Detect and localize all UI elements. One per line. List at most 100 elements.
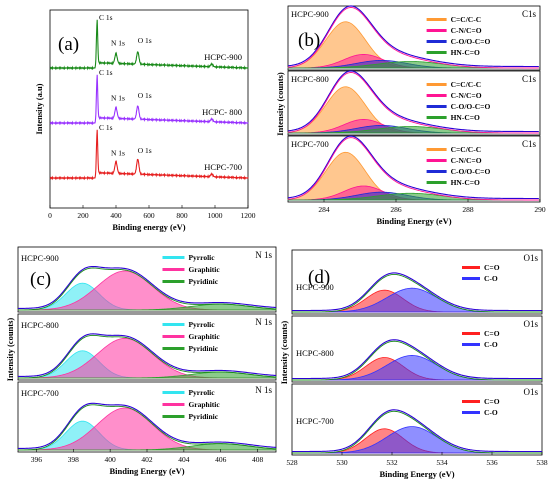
fit-line — [287, 137, 539, 201]
tick-label: 400 — [105, 455, 117, 464]
legend-label: C-N/C=O — [451, 156, 482, 165]
core-level-label: O1s — [523, 319, 538, 329]
subpanel-frame — [287, 135, 541, 203]
peak-label: C 1s — [99, 68, 113, 77]
tick-label: 398 — [68, 455, 80, 464]
legend-label: Pyrrolic — [188, 253, 215, 262]
envelope-line — [287, 135, 539, 200]
peak-label: N 1s — [111, 38, 125, 47]
peak-label: O 1s — [138, 146, 152, 155]
legend-label: C=O — [484, 329, 500, 338]
legend-label: C=O — [484, 263, 500, 272]
tick-label: 396 — [31, 455, 43, 464]
peak-label: O 1s — [138, 91, 152, 100]
sample-label: HCPC-700 — [296, 416, 334, 426]
tick-label: 534 — [436, 458, 448, 467]
y-axis-label: Intensity (counts) — [279, 321, 289, 385]
legend-label: Pyrrolic — [188, 320, 215, 329]
survey-line-0 — [49, 19, 249, 71]
y-axis-label: Intensity (counts) — [5, 318, 15, 382]
component-area-0 — [287, 151, 540, 201]
legend-label: Pyrrolic — [188, 388, 215, 397]
panel-label: (c) — [30, 269, 51, 290]
legend-label: HN-C=O — [451, 178, 480, 187]
tick-label: 528 — [286, 458, 298, 467]
legend-label: C-O/O-C=O — [451, 167, 491, 176]
panel-a-label: (a) — [58, 34, 79, 55]
component-area-1 — [292, 426, 542, 454]
component-area-1 — [292, 355, 542, 381]
subpanel-frame — [287, 70, 541, 136]
envelope-line — [292, 339, 542, 380]
peak-label: N 1s — [111, 148, 125, 157]
panel-a-tick-label: 800 — [176, 211, 188, 220]
legend-label: C-O/O-C=O — [451, 102, 491, 111]
x-axis-label: Binding Energy (eV) — [376, 216, 451, 226]
panel-a-tick-label: 1200 — [241, 211, 256, 220]
panel-label: (b) — [298, 30, 320, 51]
sample-label: HCPC-800 — [21, 320, 59, 330]
series-label: HCPC-900 — [204, 52, 242, 62]
survey-line-1 — [49, 74, 249, 126]
peak-label: N 1s — [111, 93, 125, 102]
panel-a-tick-label: 200 — [77, 211, 89, 220]
panel-a: 0 200 400 600 800 1000 1200 Binding energy (eV)… — [34, 9, 256, 232]
peak-label: C 1s — [99, 123, 113, 132]
legend-label: Graphitic — [188, 400, 220, 409]
tick-label: 286 — [390, 205, 402, 214]
fit-line — [292, 410, 542, 454]
fit-line — [287, 7, 539, 69]
legend-label: C=O — [484, 397, 500, 406]
core-level-label: N 1s — [255, 317, 272, 327]
envelope-line — [17, 333, 277, 378]
core-level-label: O1s — [523, 253, 538, 263]
series-label: HCPC- 800 — [202, 107, 242, 117]
legend-label: Graphitic — [188, 332, 220, 341]
y-axis-label: Intensity (counts) — [275, 72, 285, 136]
peak-label: C 1s — [99, 13, 113, 22]
fit-line — [287, 72, 539, 134]
subpanel-frame — [17, 246, 277, 313]
legend-label: Pyridinic — [188, 412, 218, 421]
panel-a-tick-label: 1000 — [208, 211, 223, 220]
envelope-line — [292, 272, 542, 312]
envelope-line — [287, 70, 539, 133]
legend-label: C-O/O-C=O — [451, 37, 491, 46]
tick-label: 290 — [534, 205, 546, 214]
fit-line — [292, 340, 542, 381]
tick-label: 530 — [336, 458, 348, 467]
legend-label: HN-C=O — [451, 48, 480, 57]
envelope-line — [17, 402, 277, 450]
legend-label: C-O — [484, 408, 498, 417]
panel-a-tick-label: 400 — [110, 211, 122, 220]
tick-label: 538 — [536, 458, 548, 467]
survey-line-2 — [49, 129, 249, 181]
core-level-label: C1s — [522, 74, 537, 84]
panel-a-tick-label: 0 — [48, 211, 52, 220]
core-level-label: N 1s — [255, 250, 272, 260]
x-axis-label: Binding Energy (eV) — [379, 469, 454, 479]
tick-label: 406 — [215, 455, 227, 464]
panel-b: HCPC-900 C1s C=C/C-C C-N/C=O C-O/O-C=O HN-C=O… — [275, 5, 546, 226]
envelope-line — [287, 5, 539, 68]
subpanel-frame — [291, 315, 543, 383]
panel-a-xlabel: Binding energy (eV) — [112, 222, 185, 232]
panel-a-ylabel: Intensity (a.u) — [34, 83, 44, 134]
subpanel-frame — [287, 5, 541, 71]
sample-label: HCPC-900 — [291, 9, 329, 19]
tick-label: 404 — [178, 455, 190, 464]
core-level-label: C1s — [522, 139, 537, 149]
envelope-line — [292, 409, 542, 453]
fit-line — [17, 334, 277, 379]
sample-label: HCPC-900 — [21, 253, 59, 263]
core-level-label: C1s — [522, 9, 537, 19]
tick-label: 532 — [386, 458, 398, 467]
panel-label: (d) — [308, 267, 330, 288]
legend-label: C=C/C-C — [451, 15, 482, 24]
sample-label: HCPC-700 — [21, 388, 59, 398]
sample-label: HCPC-700 — [291, 139, 329, 149]
legend-label: C-O — [484, 340, 498, 349]
legend-label: C=C/C-C — [451, 80, 482, 89]
core-level-label: N 1s — [255, 385, 272, 395]
